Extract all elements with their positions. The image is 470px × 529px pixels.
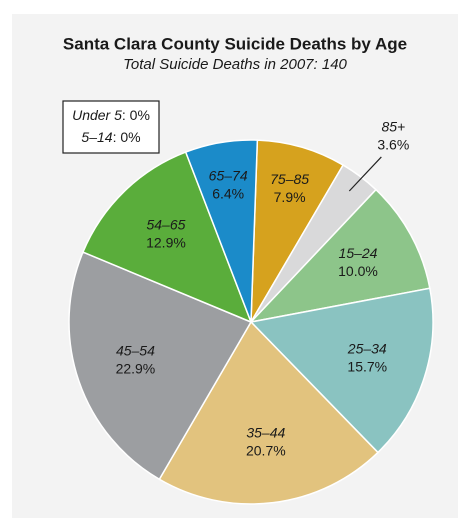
inset-value: 0% bbox=[130, 107, 150, 123]
slice-category: 25–34 bbox=[347, 340, 387, 356]
slice bbox=[81, 151, 253, 324]
leader-line bbox=[348, 156, 382, 192]
slice bbox=[184, 139, 259, 323]
chart-title: Santa Clara County Suicide Deaths by Age bbox=[63, 34, 407, 53]
slice bbox=[158, 320, 379, 505]
slice-value: 10.0% bbox=[338, 263, 378, 279]
slice bbox=[68, 251, 253, 481]
inset-category: Under 5 bbox=[72, 107, 122, 123]
slice-category: 45–54 bbox=[116, 343, 155, 359]
inset-entry: 5–14: 0% bbox=[81, 129, 140, 145]
slice bbox=[248, 188, 431, 324]
slice-category: 54–65 bbox=[146, 216, 185, 232]
slice bbox=[249, 287, 434, 454]
inset-separator: : bbox=[113, 129, 121, 145]
slice-category: 35–44 bbox=[246, 425, 285, 441]
slice-value: 3.6% bbox=[377, 137, 409, 153]
chart-subtitle: Total Suicide Deaths in 2007: 140 bbox=[123, 56, 347, 73]
slice-value: 15.7% bbox=[347, 358, 387, 374]
slice-category: 15–24 bbox=[339, 245, 378, 261]
inset-value: 0% bbox=[120, 129, 140, 145]
slice-value: 20.7% bbox=[246, 443, 286, 459]
slice bbox=[250, 139, 345, 323]
slice-value: 22.9% bbox=[116, 361, 156, 377]
slice-value: 12.9% bbox=[146, 234, 186, 250]
inset-box bbox=[62, 100, 160, 154]
slice-value: 7.9% bbox=[274, 189, 306, 205]
slice-category: 85+ bbox=[381, 119, 405, 135]
inset-separator: : bbox=[122, 107, 130, 123]
slice-category: 65–74 bbox=[209, 167, 248, 183]
slice-category: 75–85 bbox=[270, 171, 309, 187]
inset-entry: Under 5: 0% bbox=[72, 107, 150, 123]
pie bbox=[68, 139, 434, 505]
slice-value: 6.4% bbox=[212, 185, 244, 201]
inset-category: 5–14 bbox=[81, 129, 112, 145]
